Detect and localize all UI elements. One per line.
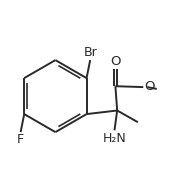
Text: F: F — [17, 133, 24, 146]
Text: H₂N: H₂N — [103, 132, 126, 145]
Text: Br: Br — [83, 46, 97, 59]
Text: O: O — [144, 80, 155, 93]
Text: O: O — [110, 55, 121, 68]
